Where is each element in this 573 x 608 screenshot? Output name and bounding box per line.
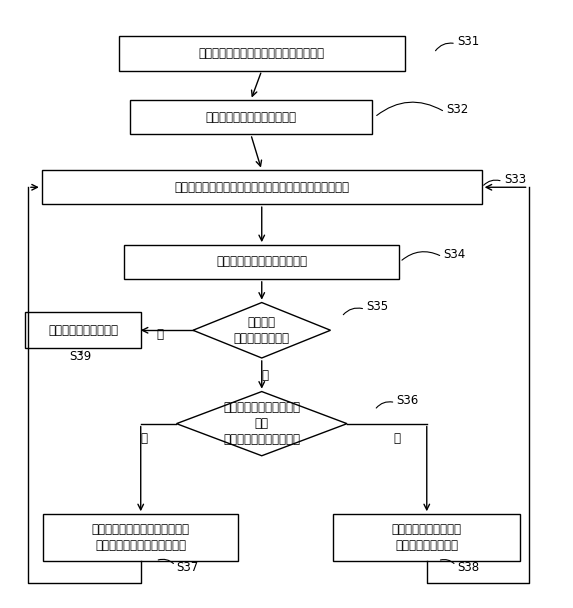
Text: S37: S37 xyxy=(176,561,199,575)
Bar xyxy=(119,35,405,71)
Text: 选取控制参数的一组数据作为初始可行解: 选取控制参数的一组数据作为初始可行解 xyxy=(199,47,325,60)
Bar xyxy=(42,170,482,204)
Polygon shape xyxy=(193,303,331,358)
Polygon shape xyxy=(176,392,347,456)
Bar xyxy=(25,312,141,348)
Text: 在可行域内，初始可行解加上迭代步长，获得新的可行解: 在可行域内，初始可行解加上迭代步长，获得新的可行解 xyxy=(174,181,350,194)
Bar xyxy=(333,514,520,561)
Text: S39: S39 xyxy=(69,350,92,363)
Bar xyxy=(124,245,399,279)
Text: S35: S35 xyxy=(366,300,388,313)
Text: 否: 否 xyxy=(393,432,400,444)
Text: 计算初始可行解的目标函数值: 计算初始可行解的目标函数值 xyxy=(205,111,296,123)
Text: S32: S32 xyxy=(446,103,468,116)
Text: 新的可行解的目标函数值
优于
初始可行解的目标函数值: 新的可行解的目标函数值 优于 初始可行解的目标函数值 xyxy=(223,401,300,446)
Text: 否: 否 xyxy=(261,368,268,382)
Text: S38: S38 xyxy=(457,561,479,575)
Text: S33: S33 xyxy=(504,173,526,185)
Text: S31: S31 xyxy=(457,35,479,48)
Text: 计算新的可行解的目标函数值: 计算新的可行解的目标函数值 xyxy=(216,255,307,269)
Text: 迭代次数
达到设定迭代次数: 迭代次数 达到设定迭代次数 xyxy=(234,316,290,345)
Bar xyxy=(129,100,372,134)
Text: S34: S34 xyxy=(444,248,465,261)
Text: 以初始可行解为中心，
迭代步长减小设定值: 以初始可行解为中心， 迭代步长减小设定值 xyxy=(392,523,462,552)
Bar xyxy=(43,514,238,561)
Text: 是: 是 xyxy=(140,432,147,444)
Text: 以新的可行解为中心，作为初始
可行解，迭代步长增加设定值: 以新的可行解为中心，作为初始 可行解，迭代步长增加设定值 xyxy=(92,523,190,552)
Text: S36: S36 xyxy=(397,394,419,407)
Text: 选取最优的目标函数值: 选取最优的目标函数值 xyxy=(48,324,118,337)
Text: 是: 是 xyxy=(156,328,163,342)
